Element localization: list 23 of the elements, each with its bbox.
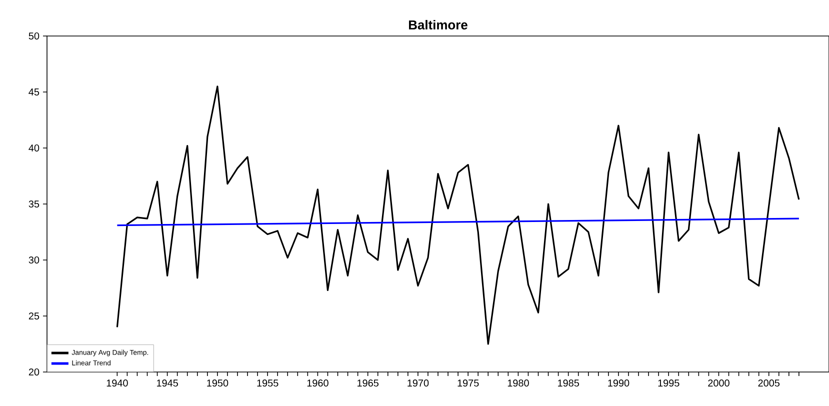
x-tick-label: 1980: [508, 380, 529, 387]
y-tick-label: 25: [28, 312, 40, 320]
y-tick-label: 50: [28, 32, 40, 40]
x-tick-label: 1965: [358, 380, 378, 387]
x-tick-label: 1975: [458, 380, 479, 387]
x-tick-label: 1960: [307, 380, 328, 387]
x-tick-label: 2000: [708, 380, 730, 387]
x-tick-label: 1985: [558, 380, 579, 387]
x-tick-label: 1950: [207, 380, 228, 387]
x-tick-label: 1955: [257, 380, 278, 387]
x-tick-label: 1995: [658, 380, 680, 387]
x-tick-label: 1970: [408, 380, 429, 387]
x-tick-label: 1945: [156, 380, 178, 387]
y-tick-label: 35: [28, 200, 40, 208]
y-tick-label: 30: [28, 256, 40, 264]
line-series: [116, 86, 800, 345]
x-tick-label: 2005: [758, 380, 780, 387]
y-tick-label: 20: [28, 368, 40, 376]
x-tick-label: 1990: [608, 380, 630, 387]
x-tick-label: 1940: [106, 380, 128, 387]
chart-title: Baltimore: [408, 20, 468, 30]
y-tick-label: 45: [28, 88, 40, 96]
y-tick-label: 40: [28, 144, 40, 152]
